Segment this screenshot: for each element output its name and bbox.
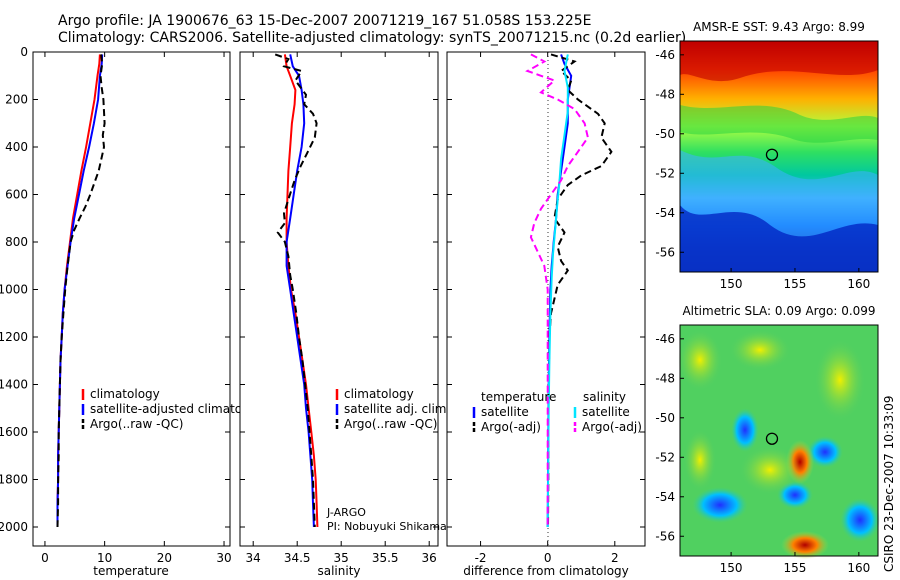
sst-ytick-label: -48 (655, 87, 675, 101)
temperature-legend-label: climatology (90, 387, 160, 401)
salinity-legend-label: Argo(..raw -QC) (344, 417, 437, 431)
sla-ytick-label: -54 (655, 490, 675, 504)
sla-ytick-label: -50 (655, 411, 675, 425)
difference-series-3 (525, 53, 589, 527)
difference-xlabel: difference from climatology (463, 564, 629, 578)
sla-ytick-label: -56 (655, 529, 675, 543)
sla-map-panel: Altimetric SLA: 0.09 Argo: 0.099 150 155 1… (655, 304, 880, 575)
difference-xtick-label: 2 (611, 551, 619, 565)
temperature-ytick-label: 400 (5, 140, 28, 154)
temperature-axes-box (32, 51, 231, 547)
sst-ytick-label: -54 (655, 206, 675, 220)
salinity-axes-box (239, 51, 439, 547)
temperature-ytick-label: 1600 (0, 425, 28, 439)
difference-legend: temperature salinitysatelliteArgo(-adj)sa… (472, 390, 642, 434)
salinity-xlabel: salinity (317, 564, 360, 578)
temperature-ytick-label: 600 (5, 188, 28, 202)
sst-ytick-label: -46 (655, 48, 675, 62)
temperature-panel: 0 10 20 30 0 200 400 600 800 1000 1200 1400 1600 1800… (0, 45, 268, 578)
difference-panel: -2 0 2 temperature salinitysatelliteArgo(-a… (446, 51, 646, 578)
sst-map-title: AMSR-E SST: 9.43 Argo: 8.99 (693, 20, 865, 34)
temperature-xtick-label: 0 (41, 551, 49, 565)
difference-legend-title-salinity: salinity (583, 390, 626, 404)
temperature-ytick-label: 200 (5, 93, 28, 107)
sst-map-panel: AMSR-E SST: 9.43 Argo: 8.99 150 155 160 -46… (655, 20, 879, 291)
salinity-series-2 (274, 53, 318, 528)
sst-ytick-label: -50 (655, 127, 675, 141)
sla-xtick-label: 150 (720, 561, 743, 575)
salinity-xtick-label: 36 (422, 551, 437, 565)
difference-legend-label: Argo(-adj) (582, 420, 642, 434)
sla-ytick-label: -48 (655, 371, 675, 385)
temperature-series-2 (56, 54, 106, 528)
temperature-ytick-label: 1000 (0, 283, 28, 297)
temperature-ytick-label: 1400 (0, 378, 28, 392)
sla-xtick-label: 155 (784, 561, 807, 575)
temperature-ytick-label: 1200 (0, 330, 28, 344)
figure-title-line1: Argo profile: JA 1900676_63 15-Dec-2007 … (58, 13, 592, 29)
salinity-legend-label: climatology (344, 387, 414, 401)
difference-xtick-label: -2 (475, 551, 487, 565)
sla-ytick-label: -52 (655, 450, 675, 464)
temperature-ytick-label: 2000 (0, 520, 28, 534)
sla-map-title: Altimetric SLA: 0.09 Argo: 0.099 (682, 304, 875, 318)
sst-xtick-label: 155 (784, 277, 807, 291)
salinity-annotation-line2: PI: Nobuyuki Shikama (327, 520, 447, 533)
sst-heatmap (680, 41, 878, 272)
salinity-xtick-label: 35 (334, 551, 349, 565)
sst-ytick-label: -52 (655, 166, 675, 180)
temperature-legend-label: Argo(..raw -QC) (90, 417, 183, 431)
temperature-legend-label: satellite-adjusted climatology (90, 402, 268, 416)
sla-ytick-label: -46 (655, 332, 675, 346)
sst-ytick-label: -56 (655, 245, 675, 259)
sla-heatmap (678, 325, 880, 559)
salinity-xtick-label: 34 (246, 551, 261, 565)
figure-title-line2: Climatology: CARS2006. Satellite-adjuste… (58, 30, 687, 46)
salinity-legend-label: satellite adj. clim. (344, 402, 450, 416)
sla-argo-location-marker (765, 432, 779, 445)
temperature-ytick-label: 0 (20, 45, 28, 59)
difference-legend-title-temperature: temperature (481, 390, 556, 404)
sst-xtick-label: 150 (720, 277, 743, 291)
difference-legend-label: satellite (481, 405, 529, 419)
difference-xtick-label: 0 (544, 551, 552, 565)
sla-xtick-label: 160 (847, 561, 870, 575)
difference-legend-label: satellite (582, 405, 630, 419)
salinity-xtick-label: 35.5 (372, 551, 399, 565)
temperature-xtick-label: 10 (97, 551, 112, 565)
difference-axes-box (446, 51, 646, 547)
credit-label: CSIRO 23-Dec-2007 10:33:09 (882, 395, 896, 572)
temperature-xtick-label: 20 (157, 551, 172, 565)
difference-legend-label: Argo(-adj) (481, 420, 541, 434)
temperature-ytick-label: 1800 (0, 473, 28, 487)
salinity-xtick-label: 34.5 (284, 551, 311, 565)
sst-argo-location-marker (765, 148, 779, 161)
difference-series-2 (546, 54, 569, 528)
sst-xtick-label: 160 (847, 277, 870, 291)
temperature-xtick-label: 30 (216, 551, 231, 565)
temperature-ytick-label: 800 (5, 235, 28, 249)
salinity-annotation-line1: J-ARGO (326, 506, 366, 519)
temperature-xlabel: temperature (93, 564, 168, 578)
